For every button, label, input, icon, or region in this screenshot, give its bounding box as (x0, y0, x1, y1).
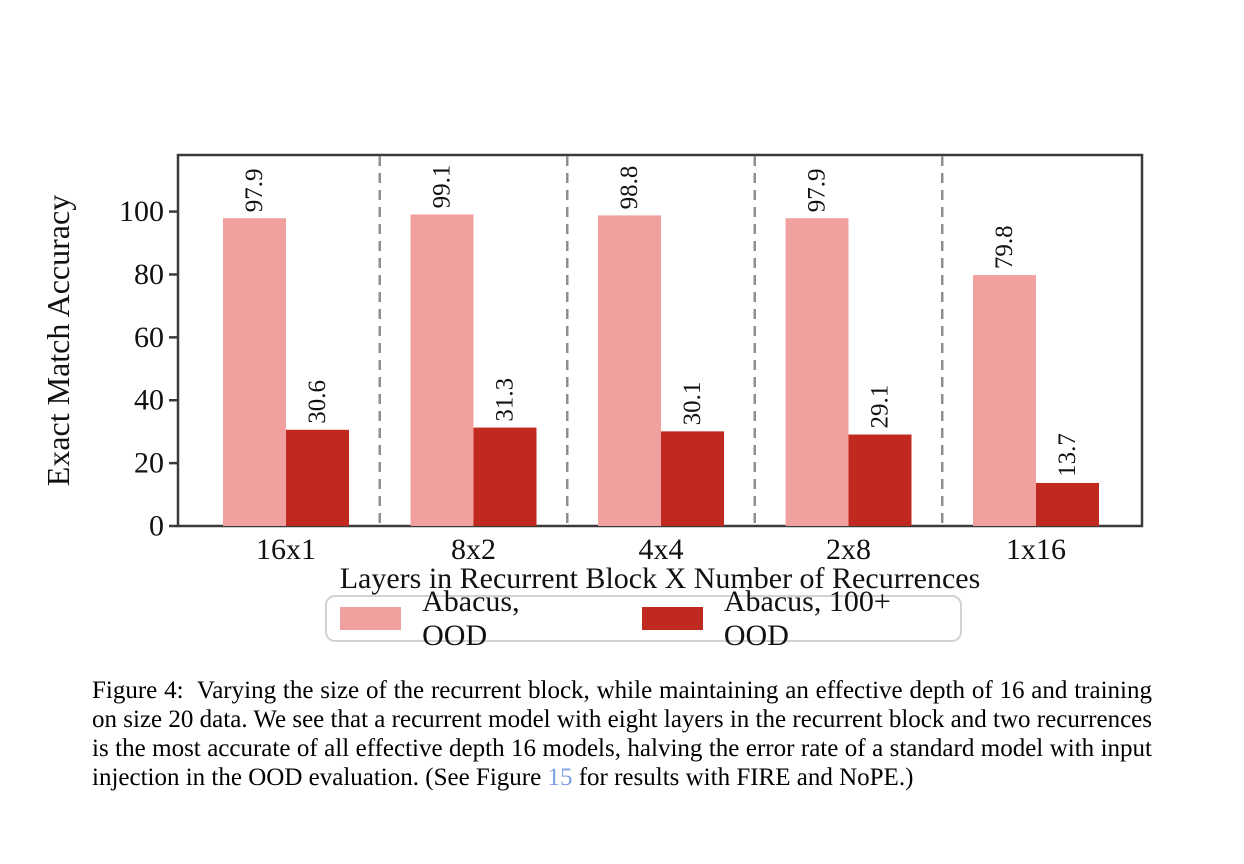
bar-value-label: 30.1 (679, 382, 706, 426)
bar-value-label: 97.9 (241, 168, 268, 212)
y-axis-label: Exact Match Accuracy (40, 195, 76, 486)
y-tick-label: 100 (119, 195, 164, 228)
legend-label-abacus-ood: Abacus, OOD (422, 584, 520, 652)
bar-value-label: 31.3 (492, 378, 519, 422)
bar-16x1-series1 (286, 429, 349, 526)
bar-value-label: 30.6 (304, 380, 331, 424)
legend-label-abacus-100-ood: Abacus, 100+ OOD (723, 584, 891, 652)
bar-16x1-series0 (223, 218, 286, 526)
bar-value-label: 98.8 (616, 166, 643, 210)
bar-8x2-series0 (410, 214, 474, 526)
y-tick-label: 80 (134, 258, 164, 291)
bar-value-label: 97.9 (804, 168, 831, 212)
y-tick-label: 40 (134, 384, 164, 417)
bar-4x4-series1 (661, 431, 724, 526)
figure-caption-text-after: for results with FIRE and NoPE.) (578, 764, 914, 791)
bar-2x8-series1 (848, 434, 912, 526)
x-tick-label: 2x8 (826, 533, 871, 566)
bar-1x16-series1 (1036, 482, 1099, 526)
chart-legend: Abacus, OOD Abacus, 100+ OOD (325, 585, 962, 652)
legend-swatch-abacus-100-ood (641, 607, 703, 630)
legend-item-abacus-100-ood: Abacus, 100+ OOD (641, 584, 960, 653)
figure-15-link[interactable]: 15 (547, 764, 573, 791)
bar-value-label: 99.1 (429, 165, 456, 209)
x-tick-label: 16x1 (256, 533, 316, 566)
legend-swatch-abacus-ood (340, 607, 402, 630)
x-tick-label: 8x2 (451, 533, 496, 566)
bar-value-label: 13.7 (1054, 433, 1081, 477)
bar-value-label: 29.1 (867, 385, 894, 429)
y-tick-label: 60 (134, 321, 164, 354)
x-tick-label: 1x16 (1006, 533, 1066, 566)
bar-value-label: 79.8 (991, 225, 1018, 269)
legend-item-abacus-ood: Abacus, OOD (340, 585, 590, 653)
x-axis-label: Layers in Recurrent Block X Number of Re… (340, 562, 981, 595)
bar-8x2-series1 (473, 427, 537, 526)
bar-2x8-series0 (785, 218, 849, 526)
y-tick-label: 0 (149, 510, 164, 543)
bar-4x4-series0 (598, 215, 661, 527)
figure-caption: Figure 4: Varying the size of the recurr… (92, 676, 1152, 792)
bar-1x16-series0 (973, 275, 1036, 526)
figure-caption-label: Figure 4: (92, 677, 184, 704)
bar-chart: 97.9 30.6 16x1 99.1 31.3 8x2 98.8 30.1 4x4 97.9 29… (40, 153, 1144, 595)
figure-caption-text-before: Varying the size of the recurrent block,… (92, 677, 1152, 791)
x-tick-label: 4x4 (639, 533, 684, 566)
y-tick-label: 20 (134, 447, 164, 480)
